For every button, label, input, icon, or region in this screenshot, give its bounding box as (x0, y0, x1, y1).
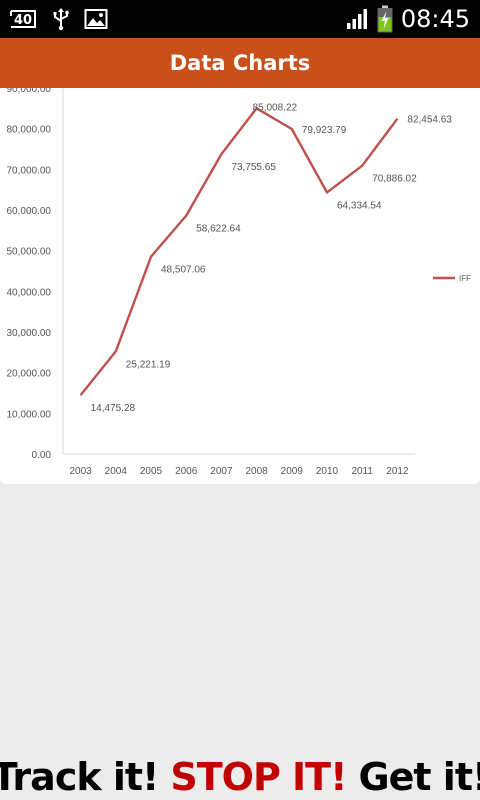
x-tick-label: 2005 (140, 466, 163, 477)
chart-axes (62, 88, 415, 455)
data-label: 70,886.02 (372, 174, 417, 185)
status-bar-system: 08:45 (345, 4, 470, 34)
tagline-get: Get it! (358, 755, 480, 799)
y-tick-label: 30,000.00 (7, 328, 52, 339)
y-tick-label: 80,000.00 (7, 125, 52, 136)
y-tick-label: 70,000.00 (7, 165, 52, 176)
tagline-stop: STOP IT! (170, 755, 347, 799)
y-tick-label: 0.00 (32, 450, 52, 461)
series-lines (79, 107, 399, 396)
status-clock: 08:45 (400, 5, 470, 33)
chart-panel: 0.00 10,000.00 20,000.00 30,000.00 40,000.00… (0, 88, 480, 484)
y-tick-label: 60,000.00 (7, 206, 52, 217)
data-label: 58,622.64 (196, 224, 241, 235)
data-labels: 14,475.28 25,221.19 48,507.06 58,622.64 73,7… (91, 102, 453, 414)
status-bar: 40 (0, 0, 480, 38)
y-tick-label: 10,000.00 (7, 409, 52, 420)
x-axis-ticks: 2003 2004 2005 2006 2007 2008 2009 2010 2011 2012 (69, 466, 408, 477)
app-bar: Data Charts (0, 38, 480, 88)
y-tick-label: 40,000.00 (7, 287, 52, 298)
battery-charging-icon (377, 5, 393, 33)
notification-count: 40 (14, 13, 32, 28)
data-label: 82,454.63 (407, 115, 452, 126)
footer-tagline: Track it! STOP IT! Get it! (0, 754, 480, 800)
x-tick-label: 2003 (69, 466, 92, 477)
y-tick-label: 90,000.00 (7, 88, 52, 95)
data-label: 25,221.19 (126, 359, 171, 370)
image-icon (84, 8, 108, 30)
x-tick-label: 2006 (175, 466, 198, 477)
data-label: 14,475.28 (91, 403, 136, 414)
status-bar-notifications: 40 (8, 6, 108, 32)
y-axis-ticks: 0.00 10,000.00 20,000.00 30,000.00 40,000.00… (7, 88, 52, 461)
x-tick-label: 2011 (351, 466, 373, 477)
data-label: 64,334.54 (337, 200, 382, 211)
data-label: 79,923.79 (302, 125, 347, 136)
x-tick-label: 2012 (386, 466, 409, 477)
y-tick-label: 20,000.00 (7, 369, 52, 380)
notification-badge-icon: 40 (8, 8, 38, 30)
app-title: Data Charts (169, 51, 311, 75)
y-tick-label: 50,000.00 (7, 247, 52, 258)
data-label: 85,008.22 (253, 102, 298, 113)
data-label: 48,507.06 (161, 265, 206, 276)
x-tick-label: 2004 (105, 466, 128, 477)
chart-legend: IFF (433, 274, 471, 283)
usb-icon (52, 7, 70, 31)
legend-label: IFF (459, 274, 471, 283)
x-tick-label: 2009 (281, 466, 304, 477)
data-label: 73,755.65 (231, 162, 276, 173)
series-line-iff (79, 107, 399, 396)
x-tick-label: 2007 (210, 466, 233, 477)
signal-icon (345, 7, 369, 31)
x-tick-label: 2010 (316, 466, 339, 477)
x-tick-label: 2008 (245, 466, 268, 477)
line-chart: 0.00 10,000.00 20,000.00 30,000.00 40,000.00… (7, 88, 471, 477)
tagline-track: Track it! (0, 755, 159, 799)
